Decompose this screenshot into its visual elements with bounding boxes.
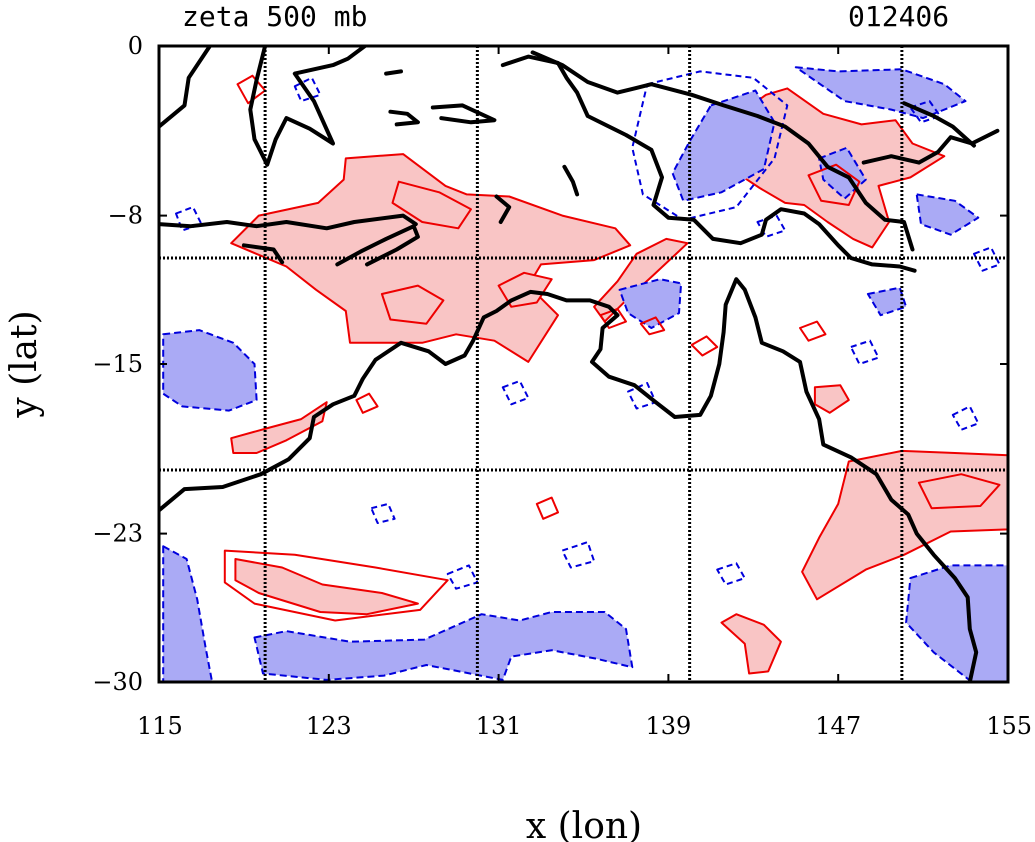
coast-bali-flores <box>159 213 418 231</box>
x-tick-label: 123 <box>306 712 352 740</box>
date-code: 012406 <box>848 0 949 33</box>
pos-qld-south <box>720 613 782 675</box>
neg-gulf <box>618 278 683 329</box>
pos-arafura-band <box>230 153 632 363</box>
neg-iso-ne-2 <box>973 246 1001 272</box>
pos-coral-sea-small <box>813 384 850 414</box>
x-tick-label: 139 <box>645 712 691 740</box>
y-tick-label: −15 <box>92 350 143 378</box>
x-tick-label: 155 <box>986 712 1032 740</box>
coast-new-guinea-north <box>530 50 915 252</box>
pos-iso-e-coast-inner <box>917 473 1001 510</box>
positive-vorticity-contour-layer <box>223 74 1001 622</box>
pos-gulf-streak <box>593 237 689 323</box>
neg-iso-nw-1 <box>293 76 322 103</box>
neg-iso-sea-patch-4 <box>849 339 880 365</box>
coast-new-ireland <box>902 101 976 148</box>
coast-aru <box>562 164 580 197</box>
neg-iso-sea-patch-1 <box>501 380 530 406</box>
neg-iso-sea-patch-8 <box>716 562 746 586</box>
pos-iso-indian <box>223 549 449 622</box>
coast-seram <box>430 103 497 125</box>
pos-iso-sm-2 <box>639 316 666 336</box>
coast-new-guinea-south <box>500 54 917 273</box>
coast-halmahera <box>384 69 403 76</box>
pos-iso-sm-3 <box>355 392 379 414</box>
coast-sulawesi <box>248 46 367 167</box>
y-tick-label: −8 <box>108 202 143 230</box>
lat-lon-grid <box>159 46 1008 682</box>
chart-title: zeta 500 mb <box>182 0 367 33</box>
y-axis-title: y (lat) <box>4 310 45 418</box>
y-tick-label: 0 <box>128 32 143 60</box>
x-tick-label: 147 <box>815 712 861 740</box>
neg-west-ocean <box>162 329 258 412</box>
neg-iso-ne-1 <box>909 100 942 124</box>
y-tick-label: −30 <box>92 668 143 696</box>
neg-banda-shear <box>671 89 776 202</box>
pos-iso-sm-1 <box>690 335 719 357</box>
neg-iso-sea-patch-6 <box>370 502 396 524</box>
neg-solomon <box>915 193 980 236</box>
neg-south-band <box>253 611 634 681</box>
pos-east-coast <box>801 449 1008 601</box>
pos-iso-gulf-small <box>535 496 559 520</box>
coast-sulawesi-west <box>159 46 212 129</box>
neg-png-north <box>794 66 967 120</box>
pos-iso-arafura-inner <box>391 180 472 230</box>
pos-iso-timor-inner <box>380 284 445 325</box>
neg-coral-small <box>866 286 908 317</box>
neg-se-corner <box>905 564 1008 682</box>
neg-sw-corner <box>162 545 214 682</box>
x-axis-title: x (lon) <box>526 806 642 842</box>
pos-nw-streak <box>230 401 328 454</box>
pos-iso-png-inner <box>807 163 861 206</box>
coast-tanimbar <box>494 194 512 224</box>
coast-timor <box>335 224 420 267</box>
coast-buru <box>388 109 420 127</box>
negative-vorticity-fill-layer <box>162 66 1008 682</box>
axis-ticks: 115 123 131 139 147 155 0 −8 −15 −23 −30 <box>92 32 1032 740</box>
pos-iso-ne-small <box>799 320 827 342</box>
x-tick-label: 115 <box>137 712 183 740</box>
neg-iso-sea-patch-5 <box>951 405 980 431</box>
x-tick-label: 131 <box>476 712 522 740</box>
pos-indian-ocean-streak <box>234 558 419 616</box>
neg-iso-banda-outer <box>631 70 789 221</box>
y-tick-label: −23 <box>92 520 143 548</box>
